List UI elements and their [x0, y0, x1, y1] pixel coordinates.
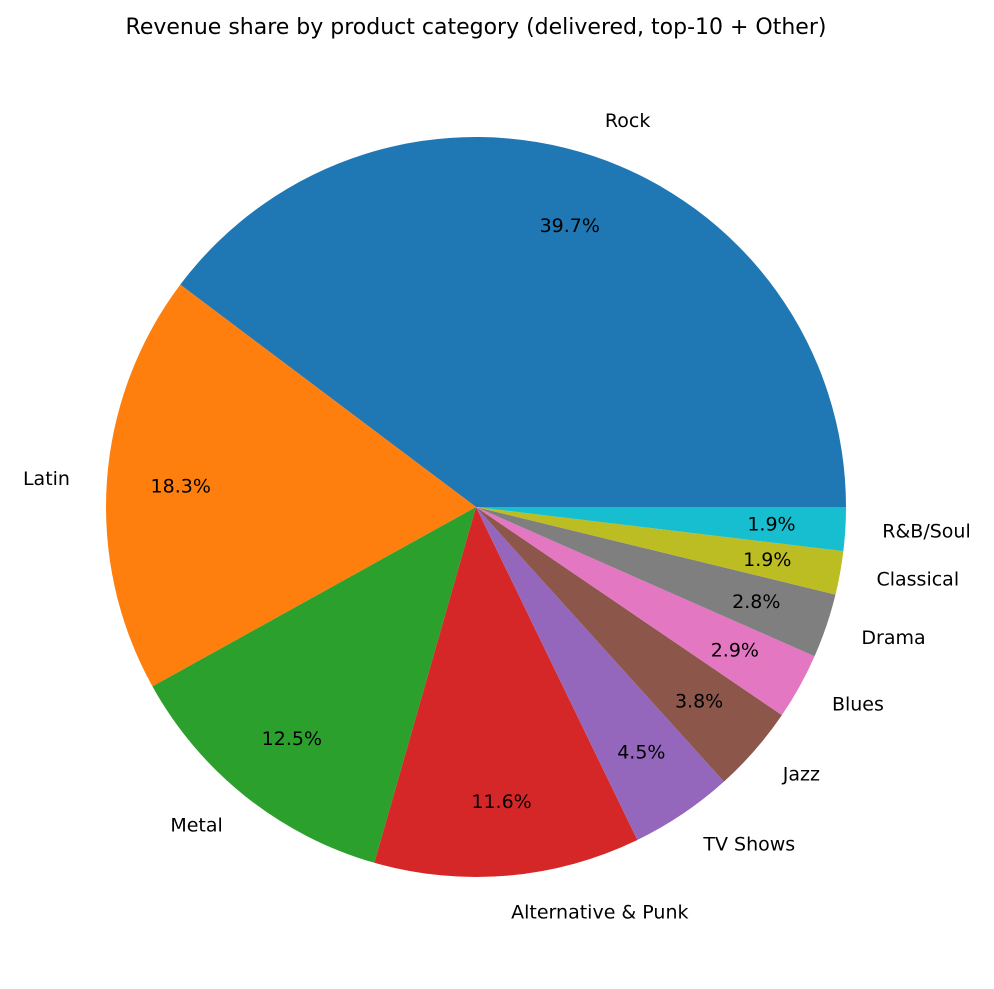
pct-label-classical: 1.9% — [743, 549, 791, 571]
pie-slice-r-b-soul — [476, 507, 846, 552]
pie-labels: 39.7% Rock 18.3% Latin 12.5% Metal 11.6% Altern… — [23, 110, 971, 924]
category-label-drama: Drama — [861, 627, 925, 649]
pie-slices — [106, 136, 846, 878]
pct-label-metal: 12.5% — [262, 728, 322, 750]
pct-label-tv-shows: 4.5% — [617, 741, 665, 763]
pct-label-r-b-soul: 1.9% — [747, 514, 795, 536]
category-label-latin: Latin — [23, 468, 70, 490]
pie-slice-drama — [476, 507, 836, 657]
pct-label-rock: 39.7% — [540, 215, 600, 237]
category-label-rock: Rock — [605, 110, 650, 132]
category-label-metal: Metal — [170, 815, 222, 837]
category-label-classical: Classical — [876, 569, 959, 591]
pie-slice-metal — [152, 507, 476, 863]
category-label-alternative-punk: Alternative & Punk — [511, 901, 688, 923]
pct-label-jazz: 3.8% — [675, 691, 723, 713]
chart-title: Revenue share by product category (deliv… — [126, 15, 827, 40]
category-label-r-b-soul: R&B/Soul — [882, 520, 970, 542]
pie-slice-classical — [476, 507, 844, 595]
category-label-tv-shows: TV Shows — [702, 834, 795, 856]
pie-slice-jazz — [476, 507, 782, 782]
pie-slice-blues — [476, 507, 815, 716]
category-label-jazz: Jazz — [782, 763, 820, 785]
category-label-blues: Blues — [832, 693, 884, 715]
pie-slice-tv-shows — [476, 507, 724, 840]
pct-label-alternative-punk: 11.6% — [471, 791, 531, 813]
pct-label-blues: 2.9% — [711, 640, 759, 662]
pie-slice-latin — [106, 284, 476, 687]
pie-slice-alternative-punk — [374, 507, 638, 878]
pct-label-drama: 2.8% — [732, 591, 780, 613]
pct-label-latin: 18.3% — [151, 476, 211, 498]
pie-slice-rock — [180, 136, 846, 507]
